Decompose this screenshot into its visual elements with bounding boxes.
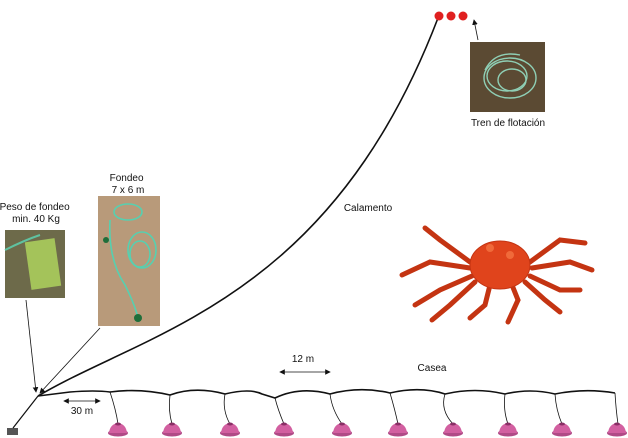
buoys: [435, 12, 468, 21]
trap: [607, 423, 627, 437]
casea-label: Casea: [418, 363, 447, 374]
fondeo-label: Fondeo 7 x 6 m: [110, 173, 147, 196]
anchor-line: [13, 396, 38, 428]
flotation-label: Tren de flotación: [471, 118, 545, 129]
weight-label: Peso de fondeo min. 40 Kg: [0, 202, 72, 225]
trap: [274, 423, 294, 437]
flotation-arrow: [474, 20, 478, 40]
fondeo-photo: [98, 196, 160, 326]
trap: [443, 423, 463, 437]
fondeo-arrow: [40, 328, 100, 393]
trap: [108, 423, 128, 437]
distance-label: 30 m: [71, 406, 93, 417]
trap: [498, 423, 518, 437]
distance-label: 12 m: [292, 354, 314, 365]
crab: [402, 228, 592, 322]
calamento-label: Calamento: [344, 203, 393, 214]
trap: [552, 423, 572, 437]
diagram: Tren de flotación Peso de fondeo min. 40…: [0, 0, 628, 438]
weight-arrow: [26, 300, 36, 392]
anchor-weight: [7, 428, 18, 435]
trap: [332, 423, 352, 437]
trap: [388, 423, 408, 437]
flotation-photo: [470, 42, 545, 112]
droppers: [110, 392, 618, 424]
trap: [162, 423, 182, 437]
traps: [108, 423, 627, 437]
weight-photo: [5, 230, 65, 298]
groundline: [38, 390, 615, 398]
trap: [220, 423, 240, 437]
distance-arrows: [64, 372, 330, 401]
